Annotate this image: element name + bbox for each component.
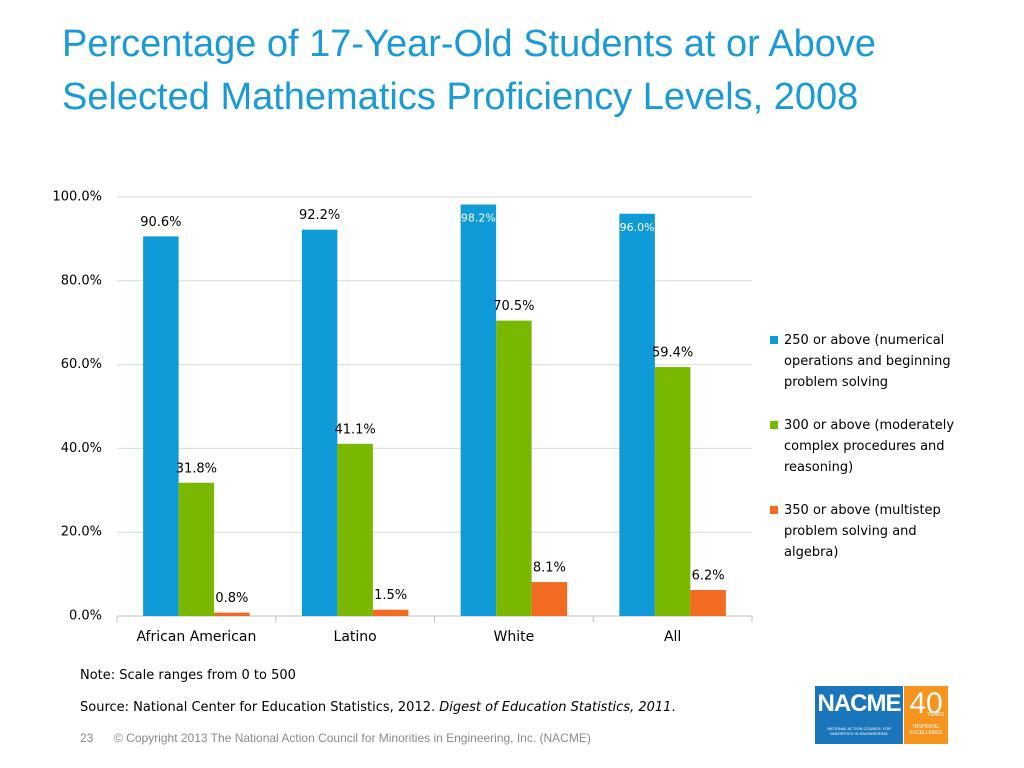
bar	[460, 204, 497, 617]
y-tick-label: 100.0%	[52, 190, 102, 205]
logo-org: NATIONAL ACTION COUNCIL FOR MINORITIES I…	[826, 726, 892, 736]
logo-number: 40	[909, 687, 943, 720]
bar	[372, 609, 409, 616]
bar	[619, 213, 655, 616]
logo-name: NACME	[817, 690, 902, 717]
legend-entry: 350 or above (multistep problem solving …	[770, 500, 960, 563]
bar	[178, 482, 215, 616]
logo-orange: 40 YEARS INSPIRING EXCELLENCE	[904, 686, 948, 744]
chart: 0.0% 20.0% 40.0% 60.0% 80.0% 100.0% African Am…	[52, 190, 753, 645]
note: Note: Scale ranges from 0 to 500	[80, 668, 296, 683]
data-label: 6.2%	[692, 569, 725, 584]
x-tick-label: Latino	[334, 629, 377, 645]
x-tick-label: All	[664, 629, 681, 645]
source-title: Digest of Education Statistics, 2011	[439, 700, 672, 715]
bar	[654, 367, 691, 616]
bar	[690, 590, 726, 616]
logo-years: YEARS	[927, 712, 944, 718]
source-text: Source: National Center for Education St…	[80, 700, 440, 715]
data-label: 0.8%	[215, 591, 248, 606]
data-label: 96.0%	[620, 221, 655, 234]
y-tick-label: 40.0%	[61, 441, 102, 456]
data-label: 92.2%	[299, 208, 340, 223]
y-tick-label: 80.0%	[61, 273, 102, 288]
y-tick-label: 0.0%	[69, 609, 102, 624]
data-label: 31.8%	[176, 461, 217, 476]
page-number: 23	[80, 731, 94, 745]
slide-title: Percentage of 17-Year-Old Students at or…	[62, 23, 877, 118]
y-tick-label: 20.0%	[61, 525, 102, 540]
data-label: 70.5%	[493, 299, 534, 314]
legend-entry: 300 or above (moderately complex procedu…	[770, 415, 960, 478]
data-label: 1.5%	[374, 588, 407, 603]
y-tick-label: 60.0%	[61, 357, 102, 372]
logo-tagline: INSPIRING EXCELLENCE	[909, 724, 943, 736]
bar	[301, 229, 338, 616]
legend: 250 or above (numerical operations and b…	[770, 330, 960, 585]
bar	[531, 582, 568, 616]
bar	[143, 236, 179, 617]
data-label: 90.6%	[140, 215, 181, 230]
legend-swatch	[770, 421, 778, 429]
bar	[214, 612, 250, 616]
x-tick-label: African American	[136, 629, 256, 645]
bar	[337, 443, 373, 616]
legend-label: 250 or above (numerical operations and b…	[784, 333, 951, 390]
x-tick-label: White	[494, 629, 535, 645]
source: Source: National Center for Education St…	[80, 700, 676, 715]
data-label: 98.2%	[461, 212, 496, 225]
legend-entry: 250 or above (numerical operations and b…	[770, 330, 960, 393]
logo-blue: NACME NATIONAL ACTION COUNCIL FOR MINORI…	[815, 686, 903, 744]
data-label: 59.4%	[652, 346, 693, 361]
legend-label: 350 or above (multistep problem solving …	[784, 503, 941, 560]
legend-swatch	[770, 336, 778, 344]
bar	[496, 320, 532, 616]
data-label: 8.1%	[533, 561, 566, 576]
legend-label: 300 or above (moderately complex procedu…	[784, 418, 955, 475]
source-end: .	[671, 700, 676, 715]
data-label: 41.1%	[334, 422, 375, 437]
legend-swatch	[770, 506, 778, 514]
copyright: © Copyright 2013 The National Action Cou…	[114, 731, 591, 745]
